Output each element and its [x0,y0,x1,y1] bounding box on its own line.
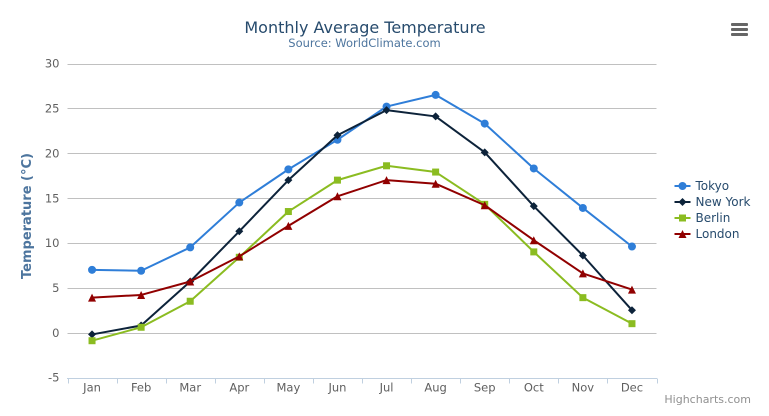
legend-item-new-york[interactable]: New York [674,195,751,209]
point-marker-london[interactable] [186,277,195,286]
y-axis-title: Temperature (°C) [20,153,35,279]
point-marker-berlin[interactable] [383,162,391,170]
series-tokyo [88,90,636,275]
point-marker-new-york[interactable] [382,106,391,115]
series-group [88,90,636,345]
legend-label: New York [696,195,751,209]
point-marker-new-york[interactable] [284,176,293,185]
legend-item-tokyo[interactable]: Tokyo [674,179,730,193]
x-axis-label: Jul [379,381,394,395]
y-axis-label: -5 [48,371,59,385]
point-marker-berlin[interactable] [88,337,96,345]
y-axis-label: 25 [45,102,60,116]
point-marker-berlin[interactable] [579,294,587,302]
point-marker-london[interactable] [529,236,538,245]
grid-lines [67,64,657,334]
legend-item-london[interactable]: London [674,227,740,241]
y-axis-label: 5 [52,281,59,295]
x-axis-label: May [276,381,300,395]
hamburger-menu-icon [731,28,748,31]
y-axis-labels: -5 0 5 10 15 20 25 30 [45,57,60,385]
series-line-berlin [91,164,633,342]
series-line-london [91,179,633,299]
x-axis [67,378,658,384]
x-axis-label: Nov [572,381,595,395]
point-marker-london[interactable] [88,293,97,302]
x-axis-label: Aug [424,381,446,395]
y-axis-label: 10 [45,236,60,250]
point-marker-london[interactable] [627,285,636,294]
x-axis-label: Apr [229,381,249,395]
point-marker-tokyo[interactable] [627,242,636,251]
point-marker-new-york[interactable] [529,202,538,211]
x-axis-label: Jan [82,381,101,395]
point-marker-berlin[interactable] [186,297,194,305]
legend-label: Tokyo [695,179,730,193]
point-marker-berlin[interactable] [432,168,440,176]
point-marker-london[interactable] [480,201,489,210]
y-axis-label: 20 [45,146,60,160]
legend-symbol-triangle-icon [678,230,687,238]
point-marker-new-york[interactable] [578,251,587,260]
point-marker-london[interactable] [333,192,342,201]
series-new-york [88,106,636,339]
point-marker-tokyo[interactable] [235,198,244,207]
legend-label: Berlin [696,211,731,225]
x-axis-label: Dec [621,381,643,395]
hamburger-menu-icon [731,33,748,36]
point-marker-tokyo[interactable] [578,203,587,212]
point-marker-london[interactable] [235,252,244,261]
chart-title: Monthly Average Temperature [244,18,485,37]
point-marker-berlin[interactable] [530,248,538,256]
point-marker-tokyo[interactable] [284,165,293,174]
hamburger-menu-button[interactable] [731,23,748,36]
point-marker-tokyo[interactable] [137,266,146,275]
point-marker-tokyo[interactable] [186,243,195,252]
point-marker-london[interactable] [137,290,146,299]
point-marker-berlin[interactable] [628,320,636,328]
point-marker-new-york[interactable] [88,330,97,339]
legend: Tokyo New York Berlin London [674,179,751,241]
chart-subtitle: Source: WorldClimate.com [288,36,440,50]
point-marker-london[interactable] [382,176,391,185]
credits-link[interactable]: Highcharts.com [664,393,751,406]
point-marker-new-york[interactable] [480,148,489,157]
point-marker-new-york[interactable] [431,112,440,121]
x-axis-label: Mar [179,381,201,395]
y-axis-label: 0 [52,326,59,340]
point-marker-tokyo[interactable] [88,265,97,274]
point-marker-london[interactable] [431,179,440,188]
point-marker-london[interactable] [284,221,293,230]
series-line-new-york [91,109,633,336]
x-axis-label: Feb [131,381,151,395]
point-marker-tokyo[interactable] [480,119,489,128]
point-marker-berlin[interactable] [284,208,292,216]
series-london [88,176,636,302]
legend-symbol-diamond-icon [678,198,687,206]
point-marker-london[interactable] [578,269,587,278]
legend-symbol-square-icon [679,214,686,222]
y-axis-label: 30 [45,57,60,71]
point-marker-tokyo[interactable] [431,90,440,99]
legend-label: London [696,227,740,241]
legend-item-berlin[interactable]: Berlin [674,211,731,225]
y-axis-label: 15 [45,191,60,205]
x-axis-label: Oct [524,381,544,395]
hamburger-menu-icon [731,23,748,26]
legend-symbol-circle-icon [678,182,687,190]
point-marker-berlin[interactable] [333,176,341,184]
point-marker-new-york[interactable] [333,131,342,140]
x-axis-labels: Jan Feb Mar Apr May Jun Jul Aug Sep Oct Nov Dec [82,381,643,395]
series-berlin [88,162,636,345]
x-axis-label: Sep [474,381,496,395]
point-marker-new-york[interactable] [627,306,636,315]
series-line-tokyo [91,93,633,272]
point-marker-berlin[interactable] [137,323,145,331]
point-marker-new-york[interactable] [235,227,244,236]
x-axis-label: Jun [327,381,346,395]
point-marker-tokyo[interactable] [529,164,538,173]
